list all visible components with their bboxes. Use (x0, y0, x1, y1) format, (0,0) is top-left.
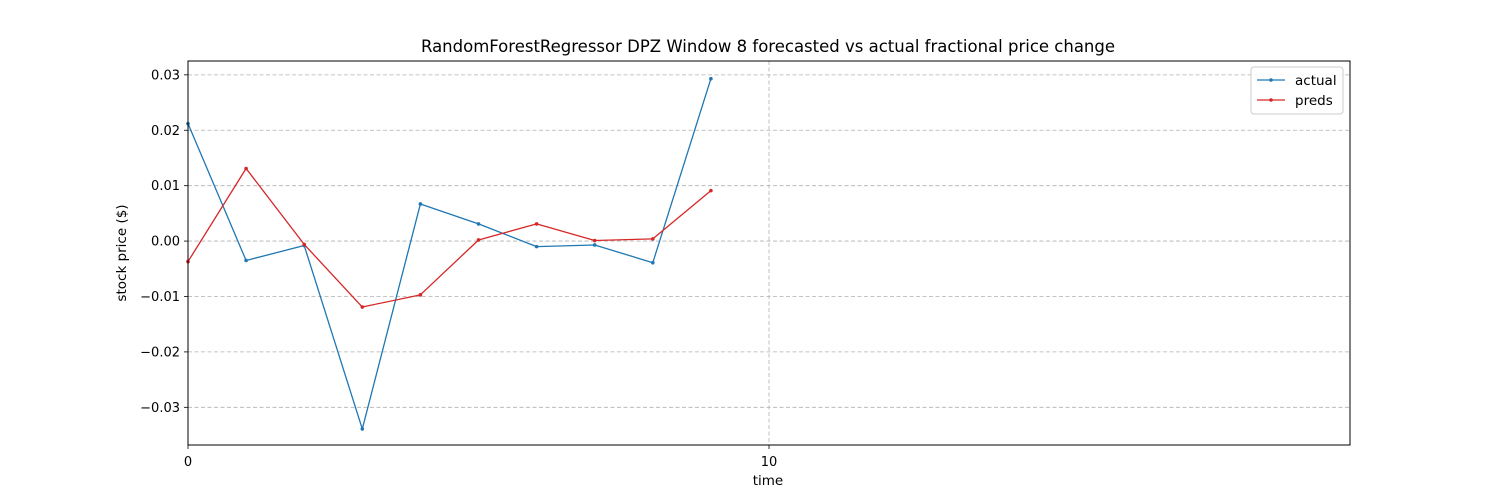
y-tick-label: 0.02 (151, 124, 180, 139)
data-point-actual (592, 243, 597, 247)
legend-label-actual: actual (1295, 73, 1337, 89)
x-tick-label: 0 (184, 455, 192, 470)
data-point-actual (360, 427, 365, 431)
data-point-preds (302, 242, 307, 247)
axis-ticks: −0.03 −0.02 −0.01 0.00 0.01 0.02 0.03 0 10 (140, 68, 777, 470)
legend-marker-actual (1269, 78, 1273, 82)
data-point-preds (360, 305, 365, 309)
data-point-preds (709, 188, 713, 193)
y-tick-label: 0.01 (151, 179, 180, 194)
data-point-preds (418, 293, 423, 297)
data-point-actual (476, 222, 481, 226)
y-axis-label: stock price ($) (114, 204, 130, 301)
legend: actual preds (1250, 66, 1344, 115)
x-axis-label: time (753, 473, 784, 489)
legend-box (1250, 66, 1344, 115)
series-line-actual (187, 78, 712, 430)
plot-series (186, 76, 713, 431)
data-point-actual (709, 76, 713, 81)
data-point-preds (592, 238, 597, 243)
y-tick-label: −0.03 (140, 401, 180, 416)
chart-title: RandomForestRegressor DPZ Window 8 forec… (421, 37, 1115, 56)
y-tick-label: −0.02 (140, 345, 180, 360)
series-line-preds (187, 167, 712, 308)
y-tick-label: 0.00 (151, 235, 180, 250)
data-point-actual (651, 260, 655, 265)
data-point-actual (418, 202, 423, 206)
data-point-preds (244, 166, 248, 171)
data-point-actual (244, 258, 248, 263)
x-tick-label: 10 (761, 455, 778, 470)
y-tick-label: 0.03 (151, 68, 180, 83)
grid (187, 61, 1350, 445)
data-point-preds (651, 237, 655, 241)
legend-marker-preds (1269, 98, 1273, 102)
data-point-actual (534, 244, 539, 249)
y-tick-label: −0.01 (140, 290, 180, 305)
data-point-preds (476, 238, 481, 242)
data-point-preds (534, 222, 539, 226)
legend-label-preds: preds (1295, 93, 1333, 109)
